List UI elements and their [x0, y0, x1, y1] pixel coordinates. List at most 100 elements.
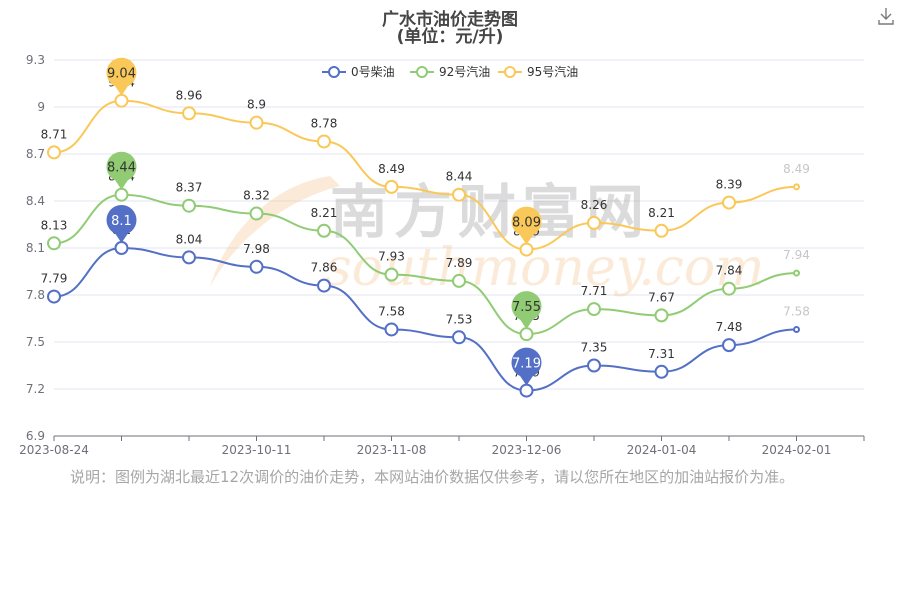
data-point	[114, 241, 129, 255]
data-point	[587, 302, 601, 317]
y-tick-label: 7.8	[26, 288, 45, 302]
watermark: 南方财富网 southmoney.com	[210, 176, 765, 298]
data-point	[519, 327, 534, 342]
extreme-marker: 7.19	[511, 347, 542, 386]
legend-swatch-dot	[504, 66, 516, 78]
extreme-marker-pin	[106, 151, 137, 182]
extreme-marker-label: 8.44	[107, 161, 136, 176]
data-point	[722, 338, 736, 353]
extreme-marker: 8.44	[106, 151, 137, 190]
extreme-marker: 7.55	[511, 291, 542, 330]
data-label: 7.71	[581, 284, 608, 298]
legend[interactable]: 0号柴油 92号汽油 95号汽油	[322, 64, 578, 79]
watermark-swoosh	[210, 176, 340, 287]
series-line-0	[53, 246, 797, 392]
extreme-marker-label: 7.55	[512, 300, 541, 315]
extreme-marker-label: 8.09	[512, 216, 541, 231]
chart-subtitle: (单位：元/升)	[396, 27, 504, 47]
extreme-marker-label: 8.1	[111, 214, 132, 229]
chart-axes: 6.9 7.2 7.5 7.8 8.1 8.4 8.7 9 9.3 2023-08-24 2023-…	[19, 53, 865, 457]
data-label: 8.49	[378, 162, 405, 176]
data-point	[654, 223, 669, 238]
data-point	[587, 358, 601, 373]
data-label: 8.49	[783, 162, 810, 176]
y-tick-label: 6.9	[26, 429, 45, 443]
data-label: 8.37	[176, 181, 203, 195]
data-point	[384, 267, 399, 282]
extreme-marker-pin	[511, 291, 542, 322]
data-point	[587, 215, 601, 230]
data-label: 7.35	[581, 341, 608, 355]
data-point	[47, 289, 61, 304]
data-label: 7.94	[783, 248, 810, 262]
data-point	[114, 93, 129, 108]
data-point	[384, 179, 399, 194]
data-label: 8.21	[311, 206, 338, 220]
extreme-marker: 9.04	[106, 57, 137, 96]
data-point	[47, 145, 61, 160]
data-label: 8.32	[243, 189, 270, 203]
data-point	[654, 308, 669, 323]
extreme-marker-label: 9.04	[107, 67, 136, 82]
data-point	[452, 330, 466, 345]
data-point	[793, 325, 800, 333]
data-label: 7.98	[243, 242, 270, 256]
data-label: 7.84	[716, 264, 743, 278]
data-label: 8.39	[716, 178, 743, 192]
x-tick-label: 2023-10-11	[222, 443, 292, 457]
legend-label: 0号柴油	[351, 65, 395, 79]
series-line-2	[53, 99, 797, 251]
data-label: 7.31	[648, 347, 675, 361]
y-tick-label: 9.3	[26, 53, 45, 67]
data-point	[317, 278, 331, 293]
x-tick-label: 2023-12-06	[492, 443, 562, 457]
data-label: 7.53	[446, 312, 473, 326]
legend-swatch-dot	[416, 66, 428, 78]
data-label: 7.58	[783, 304, 810, 318]
data-point	[182, 106, 196, 121]
download-icon[interactable]	[876, 6, 896, 26]
data-label: 8.21	[648, 206, 675, 220]
legend-item-0[interactable]: 0号柴油	[322, 65, 395, 79]
data-label: 7.89	[446, 256, 473, 270]
extreme-marker: 8.09	[511, 206, 542, 245]
extreme-marker-pin	[106, 205, 137, 235]
data-label: 7.67	[648, 290, 675, 304]
data-point	[519, 242, 534, 257]
chart-title: 广水市油价走势图	[382, 10, 518, 30]
x-tick-label: 2023-11-08	[357, 443, 427, 457]
data-label: 8.26	[581, 198, 608, 212]
data-point	[47, 236, 61, 251]
data-point	[317, 134, 331, 149]
y-tick-label: 8.4	[26, 194, 45, 208]
data-label: 7.93	[378, 250, 405, 264]
data-label: 7.58	[378, 304, 405, 318]
y-tick-label: 7.2	[26, 382, 45, 396]
data-label: 8.96	[176, 88, 203, 102]
legend-item-2[interactable]: 95号汽油	[498, 64, 578, 79]
legend-label: 92号汽油	[439, 64, 490, 79]
data-label: 8.44	[446, 170, 473, 184]
extreme-marker-pin	[511, 347, 542, 378]
data-point	[452, 273, 466, 288]
data-point	[384, 322, 399, 337]
x-tick-label: 2023-08-24	[19, 443, 89, 457]
data-label: 8.9	[247, 98, 266, 112]
data-point	[317, 223, 331, 238]
data-label: 8.71	[41, 127, 68, 141]
y-tick-label: 8.1	[26, 241, 45, 255]
watermark-cn: 南方财富网	[330, 178, 650, 246]
data-point	[249, 206, 264, 221]
y-tick-label: 7.5	[26, 335, 45, 349]
data-point	[249, 115, 264, 130]
data-label: 8.78	[311, 116, 338, 130]
y-tick-label: 9	[37, 100, 45, 114]
data-label: 8.13	[41, 218, 68, 232]
x-tick-label: 2024-01-04	[627, 443, 697, 457]
data-point	[519, 383, 534, 398]
legend-swatch-dot	[328, 66, 340, 78]
data-point	[793, 183, 800, 191]
legend-item-1[interactable]: 92号汽油	[410, 64, 490, 79]
data-point	[722, 195, 736, 210]
